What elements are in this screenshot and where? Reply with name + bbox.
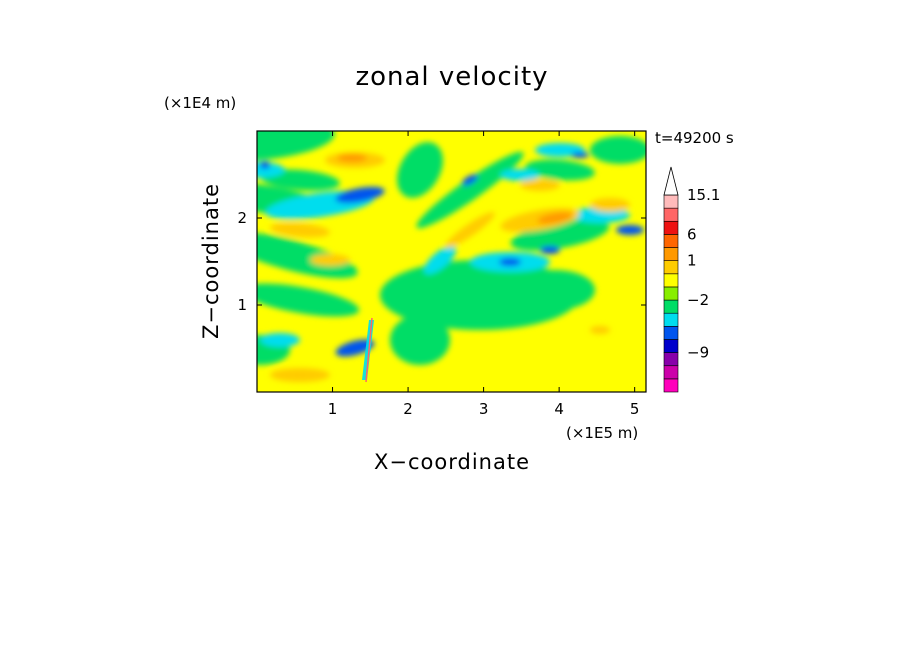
x-tick-label: 5 <box>630 400 640 418</box>
colorbar-label: 1 <box>687 252 697 270</box>
colorbar-segment <box>663 299 679 314</box>
x-tick-label: 2 <box>403 400 413 418</box>
y-axis-label: Z−coordinate <box>199 183 223 339</box>
x-axis-unit: (×1E5 m) <box>566 424 638 442</box>
colorbar-segment <box>663 326 679 340</box>
x-tick-label: 3 <box>479 400 489 418</box>
colorbar-label: 15.1 <box>687 186 720 204</box>
plot-frame <box>256 130 647 393</box>
colorbar-segment <box>663 194 679 209</box>
y-axis: 12 <box>237 209 646 314</box>
colorbar-segment <box>663 378 679 393</box>
colorbar-segment <box>663 286 679 301</box>
colorbar-segment <box>663 273 679 288</box>
colorbar-segment <box>663 339 679 353</box>
colorbar-label: −2 <box>687 291 709 309</box>
x-tick-label: 1 <box>328 400 338 418</box>
colorbar-segment <box>663 352 679 367</box>
colorbar-segment <box>663 234 679 248</box>
x-tick-label: 4 <box>554 400 564 418</box>
time-label: t=49200 s <box>655 129 734 147</box>
colorbar-label: −9 <box>687 344 709 362</box>
y-axis-unit: (×1E4 m) <box>164 94 236 112</box>
colorbar: 15.1 6 1 −2 −9 <box>663 166 720 393</box>
colorbar-segment <box>663 312 679 327</box>
velocity-field <box>257 131 646 392</box>
colorbar-label: 6 <box>687 225 697 243</box>
colorbar-extend-arrow <box>663 166 679 196</box>
colorbar-segment <box>663 247 679 261</box>
y-tick-label: 2 <box>237 209 247 227</box>
y-tick-label: 1 <box>237 296 247 314</box>
chart-title: zonal velocity <box>355 62 548 92</box>
x-axis: 1 2 3 4 5 <box>328 131 640 418</box>
colorbar-segment <box>663 365 679 380</box>
colorbar-segment <box>663 220 679 235</box>
colorbar-segment <box>663 260 679 275</box>
colorbar-segment <box>663 207 679 222</box>
x-axis-label: X−coordinate <box>374 450 530 474</box>
